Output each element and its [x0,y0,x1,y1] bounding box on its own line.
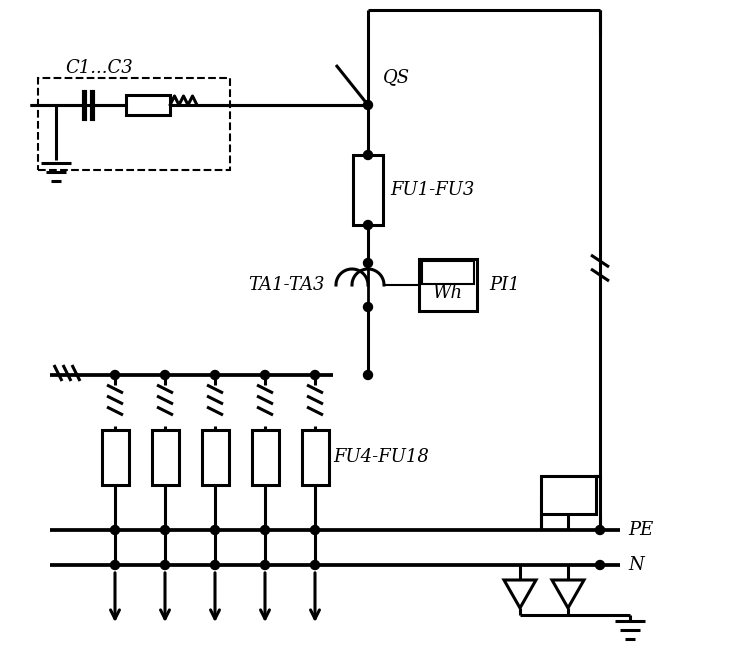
Text: Wh: Wh [433,284,463,302]
Circle shape [161,370,170,380]
Circle shape [210,370,219,380]
Bar [202,430,228,484]
Bar [251,430,279,484]
Circle shape [110,526,119,534]
Circle shape [364,303,373,311]
Circle shape [596,560,605,570]
Circle shape [210,560,219,570]
Bar [151,430,179,484]
Circle shape [261,370,270,380]
Circle shape [364,370,373,380]
Text: N: N [628,556,644,574]
Circle shape [161,526,170,534]
Circle shape [210,526,219,534]
Circle shape [596,526,605,534]
Circle shape [110,560,119,570]
Bar [102,430,128,484]
Bar [422,261,474,284]
Bar [419,259,477,311]
Text: PE: PE [628,521,654,539]
Text: PI1: PI1 [489,276,519,294]
Bar [38,78,230,170]
Text: TA1-TA3: TA1-TA3 [248,276,325,294]
Circle shape [261,560,270,570]
Circle shape [261,526,270,534]
Circle shape [364,151,373,159]
Text: FU4-FU18: FU4-FU18 [333,448,429,466]
Circle shape [310,526,319,534]
Circle shape [364,221,373,229]
Bar [353,155,383,225]
Text: C1...C3: C1...C3 [65,59,133,77]
Circle shape [364,101,373,109]
Circle shape [110,370,119,380]
Text: FU1-FU3: FU1-FU3 [390,181,474,199]
Circle shape [310,560,319,570]
Bar [540,476,596,514]
Circle shape [364,259,373,267]
Bar [302,430,328,484]
Circle shape [161,560,170,570]
Bar [126,95,170,115]
Text: QS: QS [383,68,410,86]
Circle shape [310,370,319,380]
